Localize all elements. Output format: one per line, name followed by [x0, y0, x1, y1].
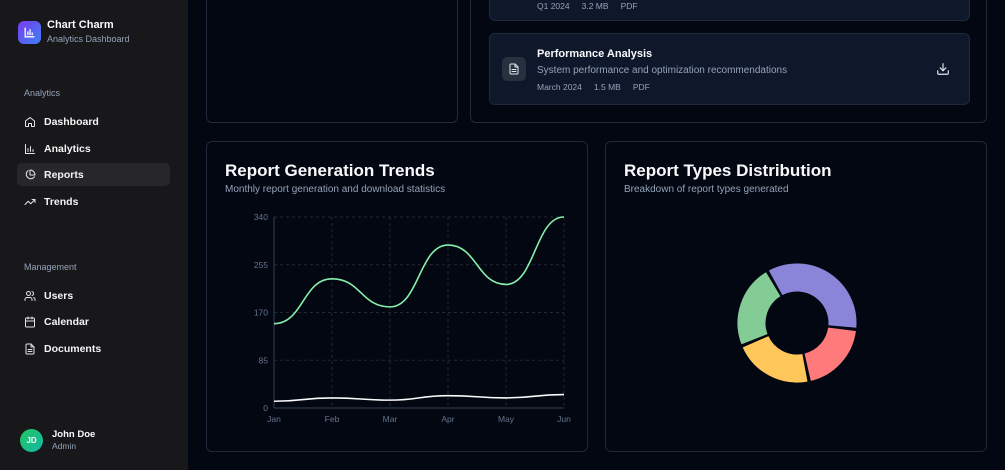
pie-chart-icon	[23, 168, 37, 182]
donut-slice	[803, 326, 858, 383]
file-date: Q1 2024	[537, 1, 570, 11]
sidebar-item-trends[interactable]: Trends	[17, 190, 170, 213]
x-tick-label: Jun	[557, 414, 571, 424]
types-title: Report Types Distribution	[624, 161, 832, 180]
sidebar-item-users[interactable]: Users	[17, 284, 170, 307]
trending-up-icon	[23, 195, 37, 209]
y-tick-label: 170	[254, 308, 268, 318]
sidebar-item-label: Users	[44, 289, 74, 302]
user-profile[interactable]: JD John Doe Admin	[20, 429, 95, 452]
avatar: JD	[20, 429, 43, 452]
trends-card: Report Generation Trends Monthly report …	[206, 141, 588, 452]
bar-chart-icon	[23, 142, 37, 156]
series-line-1	[273, 393, 565, 403]
x-tick-label: Apr	[441, 414, 454, 424]
types-subtitle: Breakdown of report types generated	[624, 184, 789, 195]
donut-slice	[741, 334, 809, 384]
section-label-analytics: Analytics	[24, 88, 61, 98]
sidebar-item-label: Reports	[44, 168, 84, 181]
sidebar-item-reports[interactable]: Reports	[17, 163, 170, 186]
x-tick-label: Jan	[267, 414, 281, 424]
user-role: Admin	[52, 441, 77, 451]
users-icon	[23, 289, 37, 303]
sidebar: Chart Charm Analytics Dashboard Analytic…	[0, 0, 188, 470]
sidebar-item-analytics[interactable]: Analytics	[17, 137, 170, 160]
brand-logo-icon	[18, 20, 41, 44]
y-tick-label: 0	[263, 403, 268, 413]
donut-slice	[767, 262, 858, 329]
user-name: John Doe	[52, 429, 96, 440]
donut-chart	[736, 262, 858, 384]
sidebar-item-dashboard[interactable]: Dashboard	[17, 110, 170, 133]
x-tick-label: Feb	[325, 414, 340, 424]
y-tick-label: 255	[254, 260, 268, 270]
y-tick-label: 85	[259, 355, 269, 365]
sidebar-item-label: Dashboard	[44, 115, 99, 128]
series-line-0	[273, 216, 565, 325]
donut-slice	[736, 270, 782, 346]
sidebar-item-calendar[interactable]: Calendar	[17, 310, 170, 333]
file-date: March 2024	[537, 82, 582, 92]
brand[interactable]: Chart Charm Analytics Dashboard	[18, 19, 130, 45]
trends-title: Report Generation Trends	[225, 161, 435, 180]
report-file-row[interactable]: Q1 2024 3.2 MB PDF	[489, 0, 970, 21]
calendar-icon	[23, 315, 37, 329]
sidebar-item-label: Trends	[44, 195, 79, 208]
y-tick-label: 340	[254, 212, 268, 222]
recent-reports-card: Q1 2024 3.2 MB PDF Performance Analysis Sy…	[470, 0, 987, 123]
file-meta: Q1 2024 3.2 MB PDF	[537, 1, 650, 11]
sidebar-item-label: Documents	[44, 342, 102, 355]
report-file-row[interactable]: Performance Analysis System performance …	[489, 33, 970, 105]
x-tick-label: Mar	[383, 414, 398, 424]
documents-icon	[23, 342, 37, 356]
sidebar-item-label: Analytics	[44, 142, 91, 155]
trends-subtitle: Monthly report generation and download s…	[225, 184, 446, 195]
file-size: 3.2 MB	[581, 1, 609, 11]
file-text-icon	[502, 57, 526, 81]
top-left-card	[206, 0, 458, 123]
brand-subtitle: Analytics Dashboard	[47, 34, 130, 44]
line-chart: 0 85 170 255 340 Jan Feb Mar Apr May Jun	[254, 212, 571, 424]
home-icon	[23, 115, 37, 129]
brand-title: Chart Charm	[47, 19, 114, 31]
section-label-management: Management	[24, 262, 77, 272]
file-size: 1.5 MB	[593, 82, 621, 92]
file-type: PDF	[632, 82, 650, 92]
sidebar-item-label: Calendar	[44, 315, 89, 328]
file-description: System performance and optimization reco…	[537, 65, 788, 76]
types-card: Report Types Distribution Breakdown of r…	[605, 141, 987, 452]
x-tick-label: May	[498, 414, 515, 424]
download-icon[interactable]	[936, 62, 950, 76]
file-type: PDF	[620, 1, 638, 11]
file-title: Performance Analysis	[537, 48, 653, 60]
sidebar-item-documents[interactable]: Documents	[17, 337, 170, 360]
file-meta: March 2024 1.5 MB PDF	[537, 82, 662, 92]
